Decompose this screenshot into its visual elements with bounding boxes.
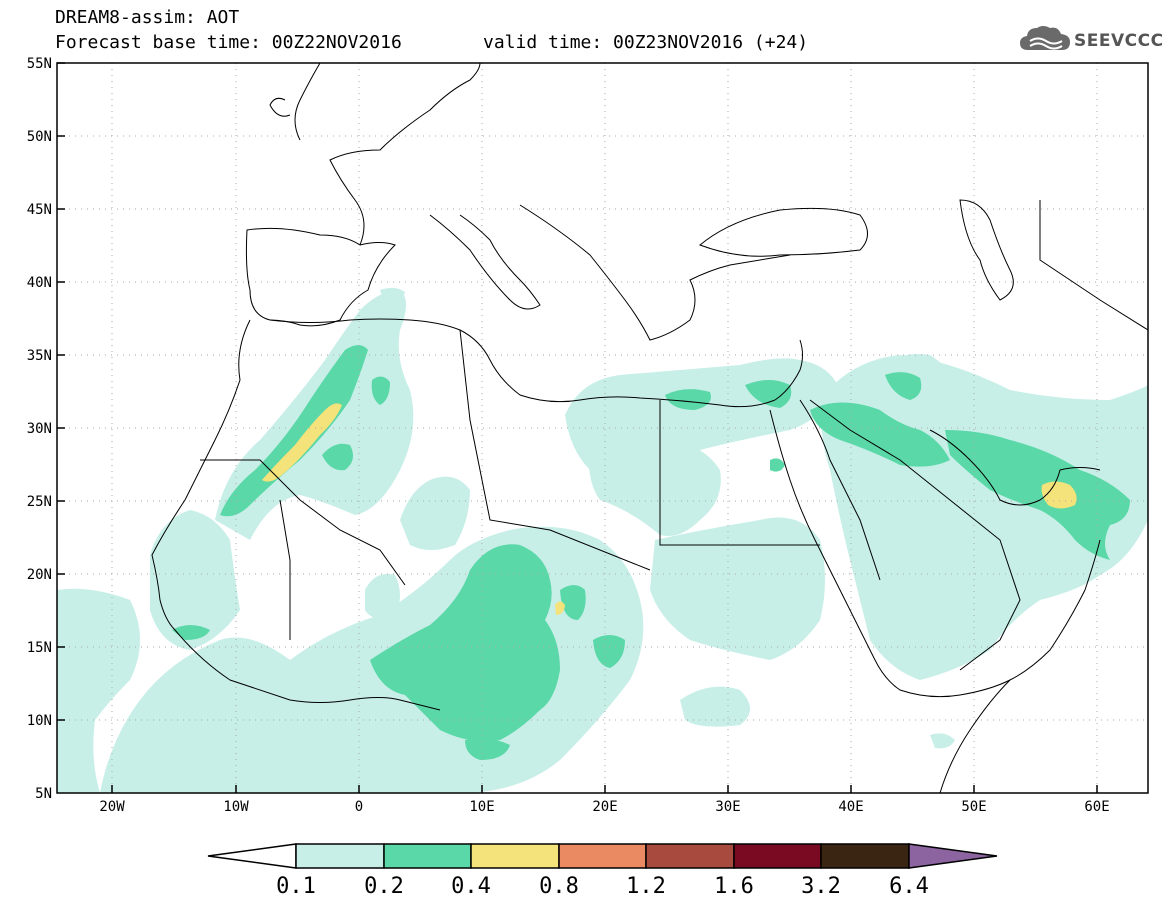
lon-label: 50E [961, 799, 986, 815]
coastlines [151, 63, 1148, 793]
lat-label: 20N [27, 567, 52, 583]
seevccc-logo: SEEVCCC [1018, 22, 1163, 58]
colorbar-swatch [733, 843, 822, 869]
lat-label: 35N [27, 348, 52, 364]
axis-ticks [57, 62, 1098, 793]
logo-text: SEEVCCC [1074, 31, 1164, 51]
lon-label: 60E [1084, 799, 1109, 815]
lat-label: 45N [27, 202, 52, 218]
lon-label: 20W [99, 799, 125, 815]
colorbar-swatch [645, 843, 735, 869]
colorbar-swatch [383, 843, 472, 869]
colorbar-over-arrow [908, 843, 998, 869]
colorbar-label: 3.2 [801, 874, 841, 899]
aot-shading [57, 287, 1148, 793]
lat-label: 40N [27, 275, 52, 291]
aot-level-0-4 [262, 403, 1077, 615]
valid-time-label: valid time: 00Z23NOV2016 (+24) [483, 32, 809, 53]
lat-label: 55N [27, 56, 52, 72]
colorbar: 0.1 0.2 0.4 0.8 1.2 1.6 3.2 6.4 [207, 843, 998, 899]
lon-labels: 20W 10W 0 10E 20E 30E 40E 50E 60E [99, 799, 1109, 815]
colorbar-label: 1.6 [714, 874, 754, 899]
colorbar-label: 0.4 [451, 874, 491, 899]
lon-label: 0 [355, 799, 363, 815]
colorbar-swatch [820, 843, 910, 869]
lon-label: 40E [838, 799, 863, 815]
lat-label: 10N [27, 713, 52, 729]
aot-level-0-2 [172, 345, 1130, 760]
base-time-label: Forecast base time: 00Z22NOV2016 [55, 32, 402, 53]
colorbar-label: 0.8 [539, 874, 579, 899]
aot-level-0-1 [57, 287, 1148, 793]
colorbar-under-arrow [207, 843, 297, 869]
colorbar-swatch [295, 843, 385, 869]
lon-label: 30E [715, 799, 740, 815]
cloud-icon [1020, 26, 1070, 50]
lat-labels: 55N 50N 45N 40N 35N 30N 25N 20N 15N 10N … [27, 56, 52, 802]
lon-label: 10W [223, 799, 249, 815]
lat-label: 15N [27, 640, 52, 656]
lat-label: 50N [27, 129, 52, 145]
lat-label: 5N [35, 786, 52, 802]
map-title: DREAM8-assim: AOT [55, 7, 240, 28]
colorbar-swatch [558, 843, 647, 869]
colorbar-label: 6.4 [889, 874, 929, 899]
lat-label: 25N [27, 494, 52, 510]
colorbar-swatch [470, 843, 560, 869]
colorbar-label: 0.2 [364, 874, 404, 899]
lat-label: 30N [27, 421, 52, 437]
colorbar-label: 0.1 [276, 874, 316, 899]
colorbar-label: 1.2 [626, 874, 666, 899]
lon-label: 20E [592, 799, 617, 815]
lon-label: 10E [469, 799, 494, 815]
